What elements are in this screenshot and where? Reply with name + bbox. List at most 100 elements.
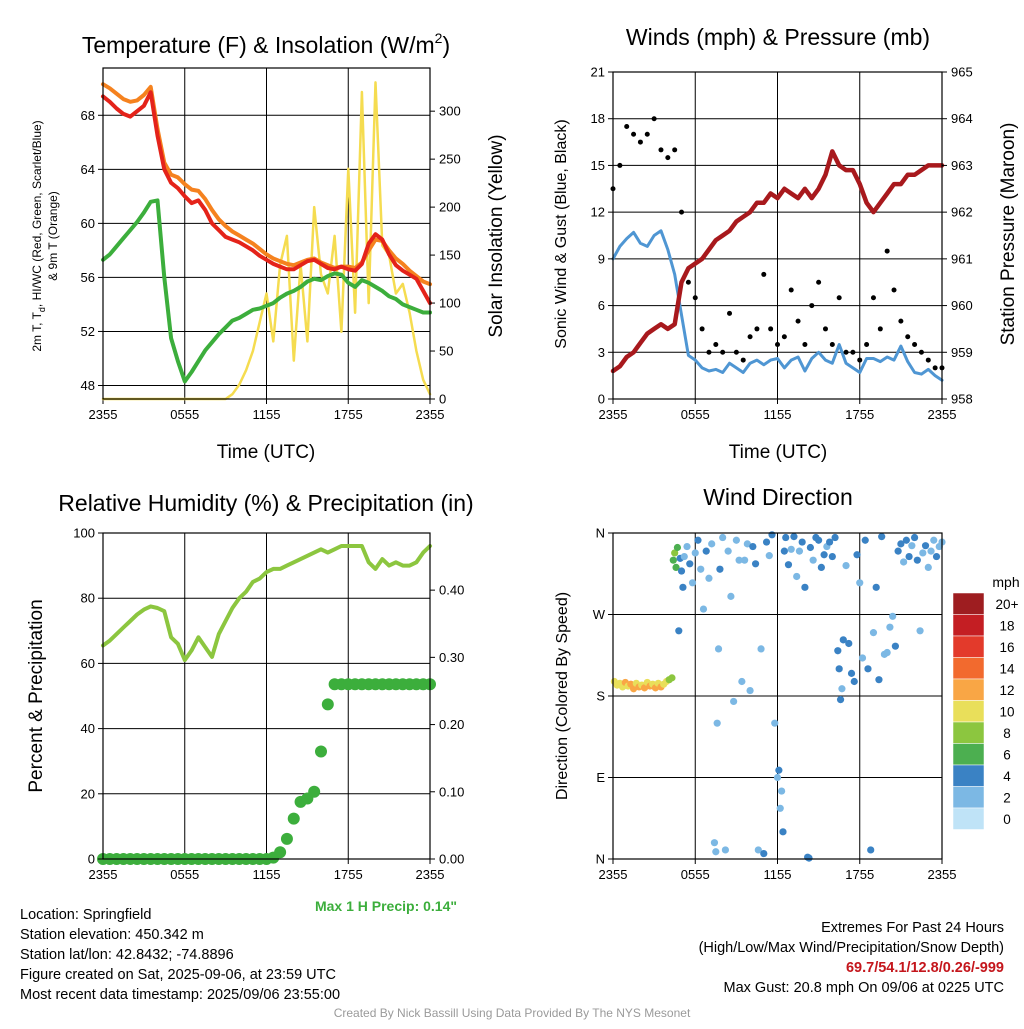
direction-point bbox=[780, 547, 788, 555]
direction-point bbox=[694, 536, 702, 544]
colorbar-swatch bbox=[952, 657, 985, 680]
gust-point bbox=[740, 357, 746, 363]
colorbar-label: 8 bbox=[1003, 726, 1011, 741]
direction-point bbox=[817, 563, 825, 572]
precip-point bbox=[280, 832, 293, 845]
y2-tick-label: 0.40 bbox=[439, 583, 464, 598]
x-tick-label: 2355 bbox=[416, 407, 445, 422]
y-tick-label: N bbox=[596, 526, 605, 541]
gust-point bbox=[754, 326, 760, 332]
speed-colorbar: 20+ 18 16 14 12 10 8 6 4 2 0 bbox=[952, 592, 1019, 830]
colorbar-label: 2 bbox=[1003, 791, 1011, 806]
gust-point bbox=[672, 147, 678, 153]
extremes-info: Extremes For Past 24 Hours (High/Low/Max… bbox=[699, 918, 1004, 998]
x-tick-label: 2355 bbox=[416, 867, 445, 882]
plot-border bbox=[102, 67, 431, 400]
direction-point bbox=[795, 547, 804, 555]
y2-tick-label: 962 bbox=[951, 205, 973, 220]
gust-point bbox=[816, 279, 822, 285]
direction-point bbox=[864, 665, 872, 673]
dir-ylabel: Direction (Colored By Speed) bbox=[554, 592, 571, 800]
gust-point bbox=[781, 334, 787, 340]
y-tick-label: 56 bbox=[81, 270, 95, 285]
gust-point bbox=[850, 349, 856, 355]
direction-point bbox=[778, 787, 786, 795]
direction-point bbox=[839, 636, 847, 644]
extremes-subtitle: (High/Low/Max Wind/Precipitation/Snow De… bbox=[698, 940, 1004, 956]
colorbar-swatch bbox=[952, 807, 985, 830]
x-tick-label: 0555 bbox=[681, 867, 710, 882]
direction-point bbox=[836, 696, 845, 704]
direction-point bbox=[878, 533, 886, 541]
gust-point bbox=[692, 295, 698, 301]
precip-point bbox=[315, 745, 327, 758]
direction-point bbox=[640, 684, 649, 692]
direction-point bbox=[913, 556, 921, 564]
gust-point bbox=[775, 342, 780, 347]
direction-point bbox=[757, 645, 765, 653]
direction-point bbox=[806, 543, 815, 552]
direction-point bbox=[867, 846, 875, 854]
direction-point bbox=[856, 579, 864, 587]
direction-point bbox=[668, 674, 676, 682]
direction-point bbox=[669, 556, 677, 564]
direction-point bbox=[932, 552, 941, 561]
credit-line: Created By Nick Bassill Using Data Provi… bbox=[333, 1006, 691, 1020]
max-gust: Max Gust: 20.8 mph On 09/06 at 0225 UTC bbox=[723, 980, 1004, 996]
y-tick-label: 20 bbox=[81, 786, 95, 801]
direction-point bbox=[686, 560, 694, 568]
direction-point bbox=[886, 623, 894, 631]
gust-point bbox=[651, 116, 657, 122]
direction-point bbox=[741, 556, 749, 564]
direction-point bbox=[629, 685, 638, 693]
gust-point bbox=[891, 287, 897, 293]
direction-point bbox=[787, 545, 795, 553]
direction-point bbox=[776, 804, 784, 812]
direction-point bbox=[891, 642, 899, 650]
direction-point bbox=[831, 533, 839, 542]
direction-point bbox=[825, 538, 834, 546]
gust-point bbox=[918, 349, 924, 355]
y2-tick-label: 961 bbox=[951, 251, 973, 266]
colorbar-label: 10 bbox=[999, 705, 1014, 720]
gust-point bbox=[822, 326, 828, 332]
x-tick-label: 1755 bbox=[334, 867, 363, 882]
x-tick-label: 1155 bbox=[253, 407, 281, 422]
y-tick-label: 60 bbox=[81, 656, 95, 671]
gust-point bbox=[631, 131, 637, 137]
pressure-line bbox=[610, 149, 945, 374]
temp-ylabel: 2m T, Td, HI/WC (Red, Green, Scarlet/Blu… bbox=[30, 120, 47, 351]
y2-tick-label: 0.20 bbox=[439, 717, 464, 732]
y2-tick-label: 300 bbox=[439, 104, 461, 119]
direction-point bbox=[743, 540, 751, 548]
gust-point bbox=[905, 334, 911, 340]
direction-point bbox=[691, 549, 699, 557]
direction-point bbox=[771, 719, 779, 727]
colorbar-swatch bbox=[952, 592, 985, 615]
direction-point bbox=[850, 677, 858, 686]
rh-line bbox=[101, 544, 432, 663]
direction-point bbox=[801, 583, 809, 591]
y-tick-label: 64 bbox=[81, 162, 95, 177]
x-tick-label: 1755 bbox=[845, 407, 874, 422]
direction-point bbox=[699, 605, 708, 613]
x-tick-label: 1155 bbox=[764, 407, 792, 422]
gust-point bbox=[864, 342, 870, 347]
gust-point bbox=[925, 357, 931, 363]
direction-point bbox=[735, 556, 743, 564]
direction-point bbox=[702, 547, 710, 555]
y2-tick-label: 959 bbox=[951, 345, 973, 360]
direction-point bbox=[746, 686, 754, 695]
gust-point bbox=[788, 287, 794, 293]
colorbar-swatch bbox=[952, 764, 985, 787]
direction-point bbox=[724, 547, 732, 555]
gust-point bbox=[637, 139, 643, 145]
x-tick-label: 0555 bbox=[681, 407, 710, 422]
direction-point bbox=[875, 676, 883, 684]
y2-tick-label: 958 bbox=[951, 392, 973, 407]
gust-point bbox=[706, 349, 712, 355]
direction-point bbox=[828, 552, 836, 561]
gust-point bbox=[747, 334, 753, 340]
gust-point bbox=[884, 248, 890, 254]
colorbar-label: 18 bbox=[999, 619, 1014, 634]
